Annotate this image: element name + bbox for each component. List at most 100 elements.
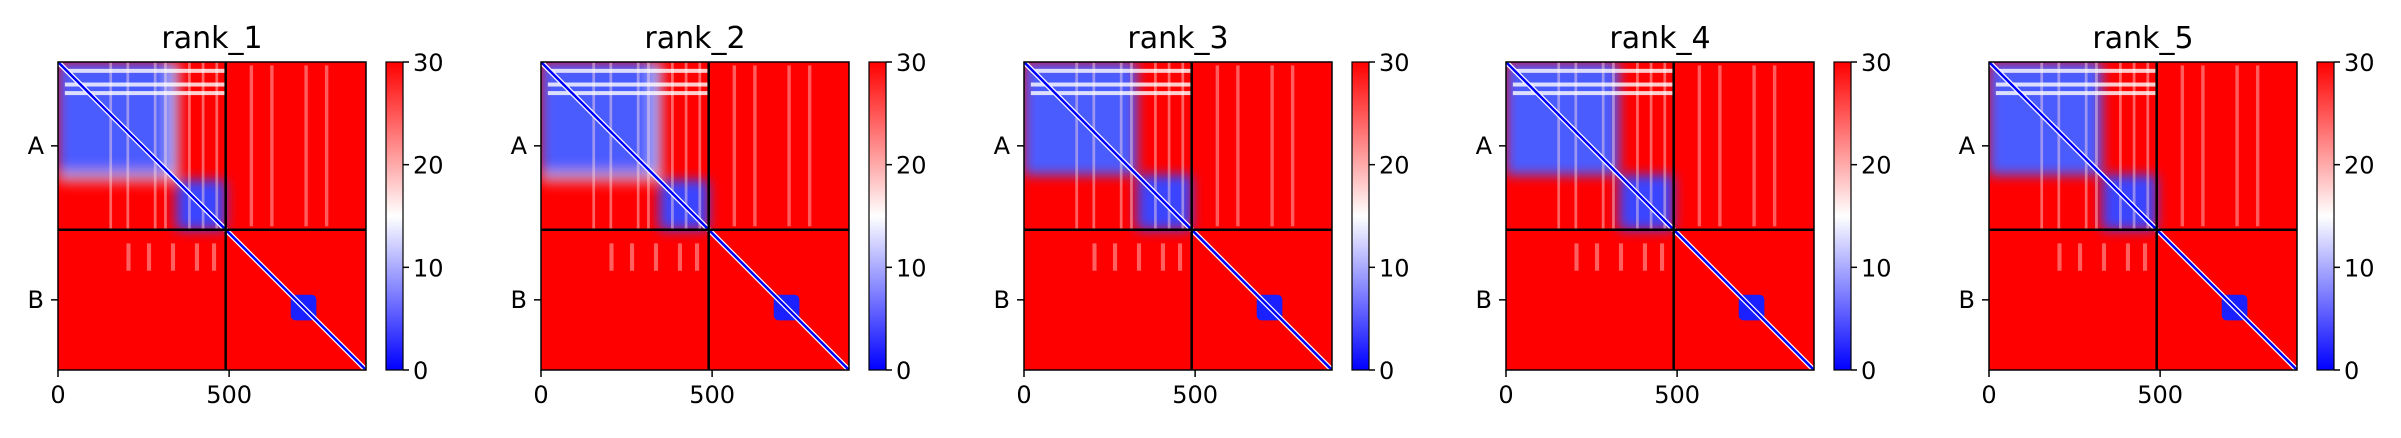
colorbar-tick-label: 10 xyxy=(413,254,444,282)
plot-frame xyxy=(57,61,367,371)
stripe-ba-1 xyxy=(629,243,635,271)
y-tick-label: A xyxy=(994,132,1011,160)
stripe-ba-4 xyxy=(1178,243,1183,271)
hline-a-0 xyxy=(547,68,709,73)
stripe-a-3 xyxy=(647,62,650,230)
stripe-ba-2 xyxy=(2101,243,2107,271)
stripe-a-0 xyxy=(2040,62,2044,230)
stripe-ba-2 xyxy=(1618,243,1624,271)
stripe-a-1 xyxy=(2057,62,2061,230)
hline-a-2 xyxy=(64,91,226,96)
panel-2: rank_2 0 500 A B 0 10 20 30 xyxy=(511,21,927,409)
diagonal-a xyxy=(541,62,710,231)
x-tick-label: 0 xyxy=(1016,381,1031,409)
plot-frame xyxy=(1023,61,1333,371)
stripe-ba-0 xyxy=(1574,243,1579,271)
stripe-ab-0 xyxy=(2180,65,2185,227)
colorbar-frame xyxy=(385,61,404,371)
colorbar-tick-label: 20 xyxy=(2344,152,2375,180)
stripe-ab-2 xyxy=(1752,65,1756,227)
stripe-ab-3 xyxy=(807,65,812,227)
panel-5: rank_5 0 500 A B 0 10 20 30 xyxy=(1959,21,2375,409)
y-tick-label: B xyxy=(511,286,527,314)
hline-a-0 xyxy=(1512,68,1674,73)
stripe-ab-1 xyxy=(1236,65,1240,227)
stripe-a-3 xyxy=(1130,62,1133,230)
stripe-ab-0 xyxy=(1215,65,1220,227)
stripe-a-2 xyxy=(1119,62,1123,230)
colorbar-tick-label: 20 xyxy=(1861,152,1892,180)
panel-title: rank_4 xyxy=(1609,21,1710,56)
colorbar-tick-label: 0 xyxy=(1861,357,1876,385)
colorbar xyxy=(869,62,886,370)
stripe-a-4 xyxy=(2119,62,2122,230)
hline-a-2 xyxy=(1030,91,1192,96)
stripe-a-2 xyxy=(636,62,640,230)
stripe-a-1 xyxy=(1574,62,1578,230)
colorbar-frame xyxy=(1351,61,1370,371)
stripe-ba-1 xyxy=(2077,243,2083,271)
stripe-ba-2 xyxy=(170,243,176,271)
stripe-a-1 xyxy=(609,62,613,230)
diagonal-b xyxy=(1672,228,1814,370)
cross-a-1 xyxy=(648,62,663,181)
colorbar-tick-label: 0 xyxy=(896,357,911,385)
heatmap-image xyxy=(541,62,849,370)
colorbar-tick-label: 30 xyxy=(896,49,927,77)
x-tick-label: 500 xyxy=(1172,381,1218,409)
stripe-a-5 xyxy=(684,62,688,230)
stripe-ba-2 xyxy=(1136,243,1142,271)
colorbar xyxy=(1352,62,1369,370)
hline-a-2 xyxy=(1995,91,2157,96)
stripe-ab-3 xyxy=(2255,65,2260,227)
colorbar-frame xyxy=(1833,61,1852,371)
stripe-ab-3 xyxy=(1772,65,1777,227)
cross-a-2 xyxy=(58,169,177,184)
stripe-ab-2 xyxy=(1270,65,1274,227)
stripe-ab-2 xyxy=(304,65,308,227)
stripe-ba-1 xyxy=(1112,243,1118,271)
colorbar-tick-label: 30 xyxy=(413,49,444,77)
diagonal-b xyxy=(707,228,849,370)
stripe-a-2 xyxy=(2084,62,2088,230)
heatmap-image xyxy=(1024,62,1332,370)
diagonal-b xyxy=(2155,228,2297,370)
plot-frame xyxy=(1988,61,2298,371)
colorbar-tick-label: 30 xyxy=(2344,49,2375,77)
diagonal-b xyxy=(224,228,366,370)
y-tick-label: B xyxy=(1476,286,1492,314)
y-tick-label: A xyxy=(1476,132,1493,160)
x-tick-label: 500 xyxy=(689,381,735,409)
x-tick-label: 500 xyxy=(1654,381,1700,409)
stripe-a-2 xyxy=(153,62,157,230)
stripe-ba-0 xyxy=(2057,243,2062,271)
heatmap-image xyxy=(1989,62,2297,370)
x-tick-label: 500 xyxy=(206,381,252,409)
stripe-a-1 xyxy=(1092,62,1096,230)
diagonal-b xyxy=(1190,228,1332,370)
stripe-a-5 xyxy=(201,62,205,230)
panel-3: rank_3 0 500 A B 0 10 20 30 xyxy=(994,21,1410,409)
stripe-ab-1 xyxy=(1718,65,1722,227)
colorbar-tick-label: 10 xyxy=(1379,254,1410,282)
colorbar-tick-label: 20 xyxy=(1379,152,1410,180)
stripe-a-6 xyxy=(2146,62,2150,230)
stripe-ab-1 xyxy=(753,65,757,227)
panel-title: rank_5 xyxy=(2092,21,2193,56)
colorbar xyxy=(1834,62,1851,370)
colorbar-tick-label: 30 xyxy=(1379,49,1410,77)
panel-1: rank_1 0 500 A B 0 10 20 30 xyxy=(28,21,444,409)
stripe-ba-4 xyxy=(695,243,700,271)
y-tick-label: B xyxy=(1959,286,1975,314)
colorbar-frame xyxy=(868,61,887,371)
stripe-ba-3 xyxy=(2125,243,2130,271)
hline-a-1 xyxy=(64,82,226,87)
hline-a-1 xyxy=(1512,82,1674,87)
x-tick-label: 0 xyxy=(533,381,548,409)
panel-title: rank_1 xyxy=(161,21,262,56)
stripe-ba-1 xyxy=(146,243,152,271)
stripe-a-6 xyxy=(698,62,702,230)
stripe-a-5 xyxy=(1167,62,1171,230)
